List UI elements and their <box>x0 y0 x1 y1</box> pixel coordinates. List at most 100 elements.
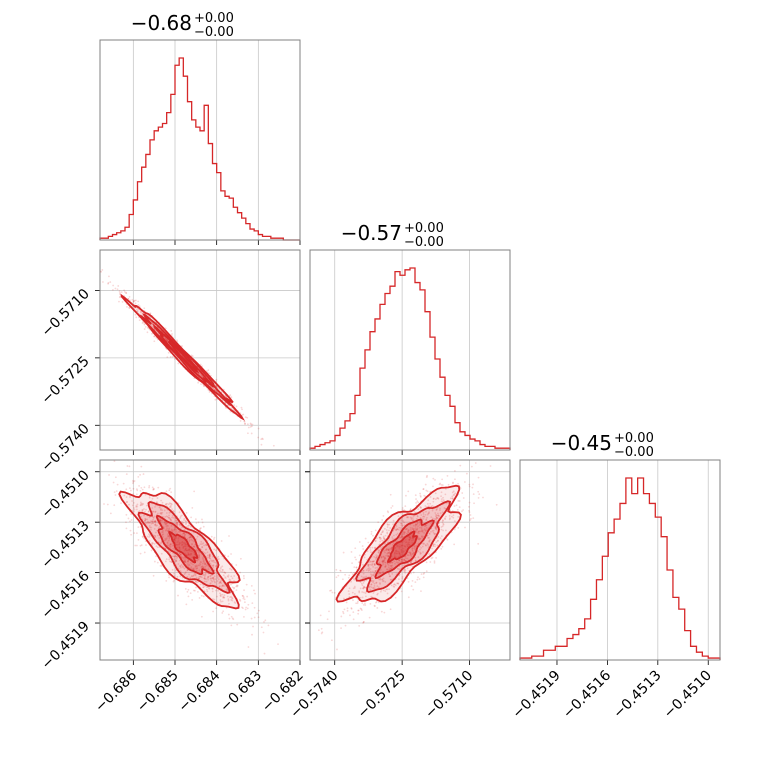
panel-0-1-point <box>135 308 138 311</box>
xlabel-p0-3: −0.683 <box>217 667 265 715</box>
panel-1-2-point <box>415 502 417 504</box>
panel-1-2-point <box>477 542 480 545</box>
panel-0-1-point <box>199 363 202 366</box>
panel-1-2-point <box>352 599 354 602</box>
panel-0-2-point <box>209 582 212 585</box>
panel-1-2-point <box>410 572 412 575</box>
panel-0-2-point <box>172 535 175 538</box>
panel-0-2-point <box>132 482 134 485</box>
panel-0-2-point <box>108 474 110 476</box>
panel-1-2-point <box>389 608 392 611</box>
panel-0-2-point <box>199 527 201 530</box>
panel-1-2-point <box>357 612 360 615</box>
panel-1-2-point <box>355 558 357 561</box>
panel-1-2-point <box>453 505 456 507</box>
panel-0-2-point <box>229 567 231 570</box>
panel-0-1-point <box>250 425 253 428</box>
panel-0-2-point <box>191 539 194 542</box>
panel-0-2-point <box>254 592 256 595</box>
panel-0-2-point <box>125 527 128 530</box>
panel-1-2-point <box>328 610 330 613</box>
panel-0-1-point <box>224 394 227 397</box>
panel-0-2-point <box>253 616 256 619</box>
hist-0-title-plus: +0.00 <box>194 11 234 26</box>
panel-0-1-point <box>166 339 169 342</box>
panel-0-2-point <box>172 555 175 558</box>
panel-1-2-point <box>367 541 370 544</box>
panel-0-2-point <box>183 567 186 570</box>
panel-0-1-point <box>165 339 168 341</box>
panel-1-2-point <box>381 519 384 521</box>
panel-0-2-point <box>192 589 195 592</box>
panel-0-2-point <box>235 584 238 587</box>
panel-0-1-point <box>138 319 141 322</box>
panel-0-1-point <box>242 413 245 416</box>
panel-0-1-point <box>257 436 260 439</box>
panel-1-2-point <box>468 509 470 512</box>
panel-0-2-point <box>235 564 238 566</box>
panel-0-1-point <box>167 351 170 354</box>
panel-0-2-point <box>151 507 154 509</box>
panel-1-2-point <box>387 511 390 514</box>
panel-0-2-point <box>135 532 138 535</box>
panel-0-2-point <box>135 493 138 496</box>
panel-0-2-point <box>138 485 140 487</box>
panel-1-2-point <box>439 482 442 485</box>
panel-0-1-point <box>128 295 131 298</box>
panel-1-2-point <box>432 485 434 488</box>
panel-0-1-point <box>142 321 145 324</box>
panel-0-2-point <box>208 555 211 558</box>
ylabel-p2-0: −0.4519 <box>39 619 93 673</box>
panel-0-2-point <box>223 571 226 574</box>
panel-1-2-point <box>420 590 422 593</box>
panel-1-2-point <box>333 591 336 594</box>
panel-0-1-point <box>119 293 121 296</box>
panel-0-1-point <box>205 370 208 372</box>
panel-0-1-point <box>261 437 264 440</box>
panel-0-2-point <box>171 530 174 532</box>
panel-1-2-point <box>472 493 475 496</box>
panel-0-1-point <box>135 299 137 302</box>
panel-1-2-point <box>425 570 428 573</box>
panel-0-2-point <box>114 476 117 479</box>
panel-1-2-point <box>469 519 472 521</box>
panel-0-2-point <box>140 544 143 547</box>
panel-0-2-point <box>221 612 224 614</box>
panel-1-2-point <box>401 507 404 509</box>
panel-0-2-point <box>176 543 179 546</box>
panel-0-2-point <box>153 515 156 518</box>
panel-1-2-point <box>414 581 417 584</box>
panel-1-2-point <box>341 578 344 581</box>
panel-0-2-point <box>243 598 246 601</box>
panel-0-2-point <box>203 574 206 576</box>
panel-0-1-point <box>191 355 194 358</box>
panel-0-2-point <box>178 546 181 548</box>
panel-0-1-point <box>153 335 156 338</box>
panel-0-2-point <box>236 623 239 626</box>
panel-1-2-point <box>346 607 349 610</box>
panel-0-2-point <box>227 613 230 616</box>
panel-0-1-point <box>244 416 247 419</box>
panel-0-2-point <box>186 549 188 552</box>
panel-1-2-point <box>453 528 456 531</box>
panel-0-2-point <box>136 503 139 506</box>
panel-0-2-point <box>191 575 193 578</box>
panel-1-2-point <box>389 493 392 496</box>
panel-1-2-point <box>339 569 342 572</box>
panel-1-2-point <box>424 483 427 486</box>
panel-0-2-point <box>128 465 131 468</box>
panel-0-1-point <box>272 444 275 447</box>
panel-0-2-point <box>151 486 154 489</box>
panel-0-2-point <box>185 603 188 606</box>
panel-0-1-point <box>177 362 180 365</box>
panel-0-1-point <box>164 337 167 340</box>
panel-1-2-point <box>368 616 371 619</box>
panel-1-2-point <box>317 629 320 632</box>
panel-0-2-point <box>197 521 200 524</box>
panel-0-1-point <box>137 300 140 303</box>
panel-0-2-point <box>215 607 218 610</box>
panel-0-2-point <box>196 567 198 570</box>
panel-0-2-point <box>214 578 217 581</box>
panel-0-2-point <box>154 524 156 526</box>
panel-0-2-point <box>168 576 170 579</box>
